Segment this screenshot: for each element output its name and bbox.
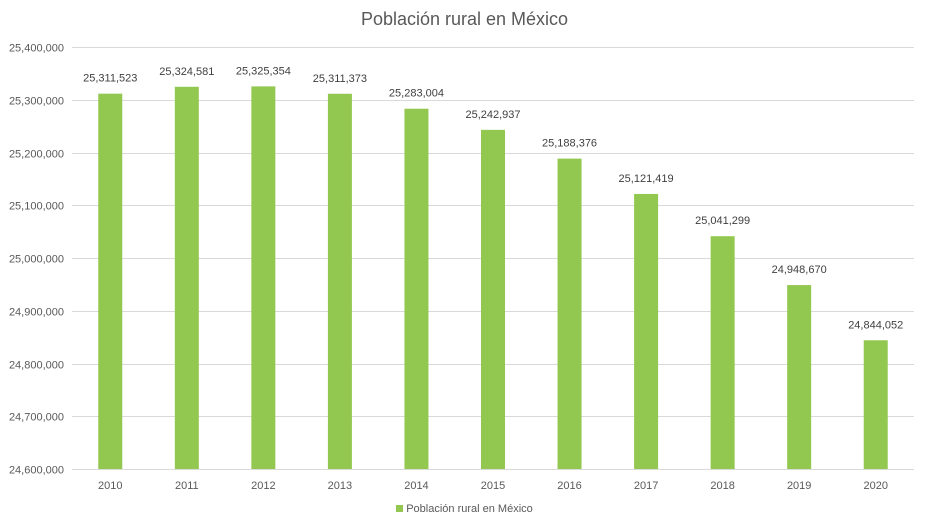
y-tick-label: 24,900,000 — [9, 307, 64, 319]
x-tick-label: 2020 — [863, 480, 887, 492]
y-tick-label: 25,300,000 — [9, 96, 64, 108]
x-tick-label: 2017 — [634, 480, 658, 492]
bar — [863, 340, 888, 469]
legend-label: Población rural en México — [406, 503, 533, 515]
data-label: 25,311,523 — [83, 73, 137, 85]
x-tick-label: 2015 — [481, 480, 505, 492]
bar — [327, 93, 352, 470]
y-tick-label: 25,100,000 — [9, 201, 64, 213]
data-label: 25,325,354 — [236, 65, 291, 77]
x-tick-label: 2011 — [175, 480, 199, 492]
data-label: 24,844,052 — [848, 319, 903, 331]
bar — [710, 236, 735, 469]
data-label: 25,121,419 — [619, 173, 674, 185]
data-label: 25,242,937 — [465, 109, 520, 121]
y-tick-label: 24,800,000 — [9, 360, 64, 372]
bar — [557, 158, 582, 469]
bar — [634, 193, 659, 469]
data-label: 25,283,004 — [389, 88, 444, 100]
bar — [98, 93, 123, 469]
y-tick-label: 25,200,000 — [9, 149, 64, 161]
legend: Población rural en México — [0, 503, 929, 515]
data-label: 24,948,670 — [772, 264, 827, 276]
x-tick-label: 2018 — [710, 480, 734, 492]
x-tick-label: 2012 — [251, 480, 275, 492]
data-label: 25,041,299 — [695, 215, 750, 227]
data-label: 25,324,581 — [159, 66, 214, 78]
y-tick-label: 25,000,000 — [9, 254, 64, 266]
x-tick-label: 2014 — [404, 480, 428, 492]
y-tick-label: 24,700,000 — [9, 412, 64, 424]
legend-swatch — [396, 505, 404, 512]
x-tick-label: 2013 — [328, 480, 352, 492]
bar — [174, 86, 199, 470]
x-tick-label: 2016 — [557, 480, 581, 492]
bar — [787, 285, 812, 469]
chart-title: Población rural en México — [360, 9, 569, 29]
x-tick-label: 2019 — [787, 480, 811, 492]
x-tick-label: 2010 — [98, 480, 122, 492]
data-label: 25,311,373 — [313, 73, 367, 85]
data-label: 25,188,376 — [542, 138, 597, 150]
y-tick-label: 24,600,000 — [9, 465, 64, 477]
bar — [481, 129, 505, 469]
bar — [251, 86, 276, 469]
y-tick-label: 25,400,000 — [9, 43, 64, 55]
bar — [404, 108, 429, 469]
